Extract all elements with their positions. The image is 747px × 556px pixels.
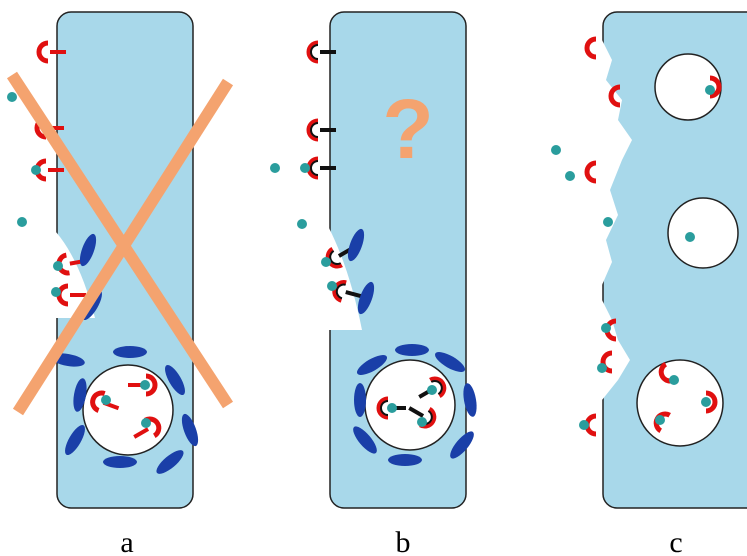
blue-protein <box>450 431 474 459</box>
ligand <box>141 418 151 428</box>
ligand <box>579 420 589 430</box>
blue-protein <box>347 228 365 262</box>
question-mark: ? <box>382 82 433 176</box>
membrane-damage <box>602 30 632 400</box>
ligand <box>140 380 150 390</box>
ligand <box>7 92 17 102</box>
ligand <box>300 163 310 173</box>
blue-protein <box>353 426 377 454</box>
blue-protein <box>181 413 199 447</box>
ligand <box>31 165 41 175</box>
ligand <box>705 85 715 95</box>
ligand <box>601 323 611 333</box>
ligand <box>321 257 331 267</box>
blue-protein <box>165 364 185 396</box>
ligand <box>101 395 111 405</box>
panel-label: a <box>120 526 133 556</box>
ligand <box>297 219 307 229</box>
ligand <box>53 261 63 271</box>
blue-protein <box>79 233 97 267</box>
ligand <box>565 171 575 181</box>
ligand <box>551 145 561 155</box>
ligand <box>597 363 607 373</box>
blue-protein <box>103 456 137 468</box>
ligand <box>417 417 427 427</box>
cross <box>12 78 234 416</box>
blue-protein <box>357 281 375 315</box>
ligand <box>17 217 27 227</box>
receptor <box>587 39 596 57</box>
ligand <box>685 232 695 242</box>
ligand <box>270 163 280 173</box>
blue-protein <box>395 344 429 356</box>
vesicle <box>667 197 739 269</box>
ligand <box>603 217 613 227</box>
ligand <box>669 375 679 385</box>
blue-protein <box>113 346 147 358</box>
ligand <box>51 287 61 297</box>
panel-label: b <box>396 526 411 556</box>
ligand <box>655 415 665 425</box>
blue-protein <box>388 454 422 466</box>
ligand <box>701 397 711 407</box>
vesicle <box>82 364 174 456</box>
ligand <box>327 281 337 291</box>
ligand <box>387 403 397 413</box>
blue-protein <box>156 450 184 474</box>
blue-protein <box>65 424 85 456</box>
blue-protein <box>463 383 477 417</box>
blue-protein <box>434 352 466 372</box>
panel-label: c <box>669 526 682 556</box>
membrane-notch <box>329 228 362 330</box>
receptor <box>587 163 596 181</box>
blue-protein <box>354 383 366 417</box>
cross <box>6 71 234 409</box>
blue-protein <box>73 378 87 412</box>
blue-protein <box>356 355 388 375</box>
ligand <box>427 385 437 395</box>
